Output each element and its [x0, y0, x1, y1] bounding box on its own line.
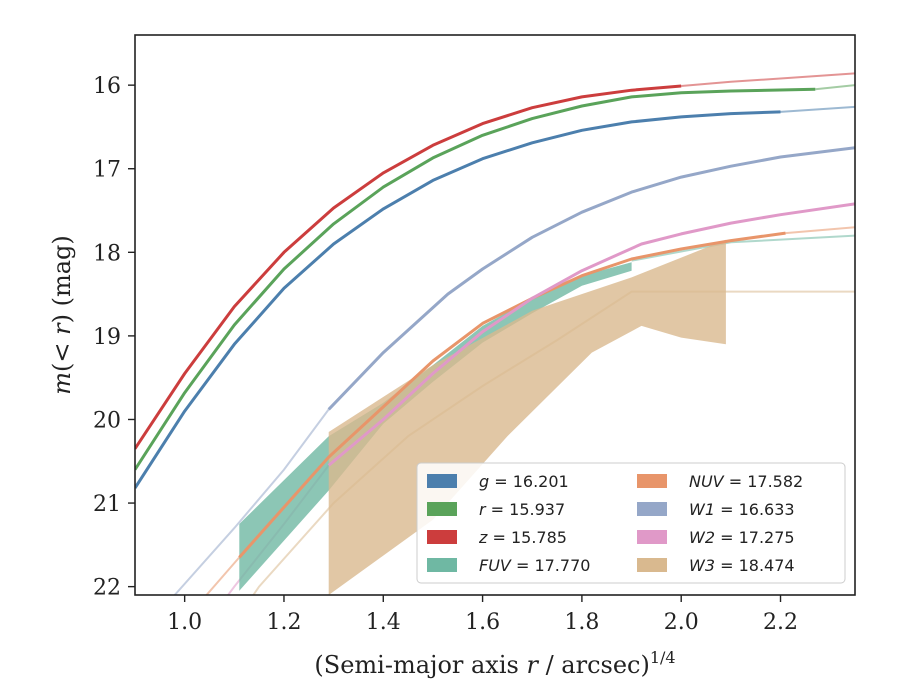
- legend-swatch: [637, 558, 667, 572]
- legend-label: NUV = 17.582: [689, 472, 803, 491]
- x-tick-label: 1.6: [465, 610, 500, 635]
- legend-swatch: [637, 502, 667, 516]
- legend-box: [416, 462, 846, 584]
- y-tick-label: 20: [93, 408, 121, 433]
- axis-ticks: 1.0 1.2 1.4 1.6 1.8 2.0 2.2 16 17 18 19 20 21 22: [93, 74, 798, 635]
- legend-swatch: [427, 474, 457, 488]
- series-0-model-line: [780, 105, 855, 113]
- series-4-model-line: [205, 556, 241, 595]
- legend-label: W3 = 18.474: [689, 556, 795, 575]
- series-4-model-tail: [785, 226, 855, 235]
- y-tick-label: 16: [93, 74, 121, 99]
- series-0-line: [135, 110, 781, 489]
- legend-swatch: [427, 502, 457, 516]
- y-tick-label: 21: [93, 492, 121, 517]
- legend-label: FUV = 17.770: [479, 556, 590, 575]
- series-3-model-line: [631, 234, 855, 262]
- x-axis-title: (Semi-major axis r / arcsec)1/4: [314, 648, 675, 679]
- series-1-model-line: [815, 84, 855, 91]
- x-tick-label: 1.8: [564, 610, 599, 635]
- x-tick-label: 1.4: [366, 610, 401, 635]
- legend-label: g = 16.201: [479, 472, 569, 491]
- x-tick-label: 1.0: [167, 610, 202, 635]
- series-4-line: [238, 231, 786, 559]
- y-tick-label: 17: [93, 158, 121, 183]
- series-2-model-line: [681, 72, 855, 87]
- legend: g = 16.201 r = 15.937 z = 15.785 FUV = 17.7…: [416, 462, 846, 584]
- series-5-line: [327, 146, 855, 411]
- legend-label: r = 15.937: [479, 500, 565, 519]
- legend-swatch: [637, 474, 667, 488]
- x-tick-label: 2.0: [664, 610, 699, 635]
- series-2-line: [135, 84, 682, 450]
- y-tick-label: 22: [93, 576, 121, 601]
- legend-swatch: [637, 530, 667, 544]
- x-tick-label: 2.2: [763, 610, 798, 635]
- y-axis-title: m(< r) (mag): [48, 235, 76, 395]
- x-tick-label: 1.2: [266, 610, 301, 635]
- axes-frame: [134, 34, 856, 596]
- legend-swatch: [427, 530, 457, 544]
- plot-area: [135, 72, 855, 595]
- legend-label: W2 = 17.275: [689, 528, 795, 547]
- legend-swatch: [427, 558, 457, 572]
- series-1-line: [135, 87, 816, 471]
- y-tick-label: 19: [93, 325, 121, 350]
- series-5-model-line: [173, 408, 330, 595]
- series-6-line: [327, 202, 855, 467]
- y-tick-label: 18: [93, 241, 121, 266]
- legend-label: W1 = 16.633: [689, 500, 795, 519]
- legend-label: z = 15.785: [478, 528, 567, 547]
